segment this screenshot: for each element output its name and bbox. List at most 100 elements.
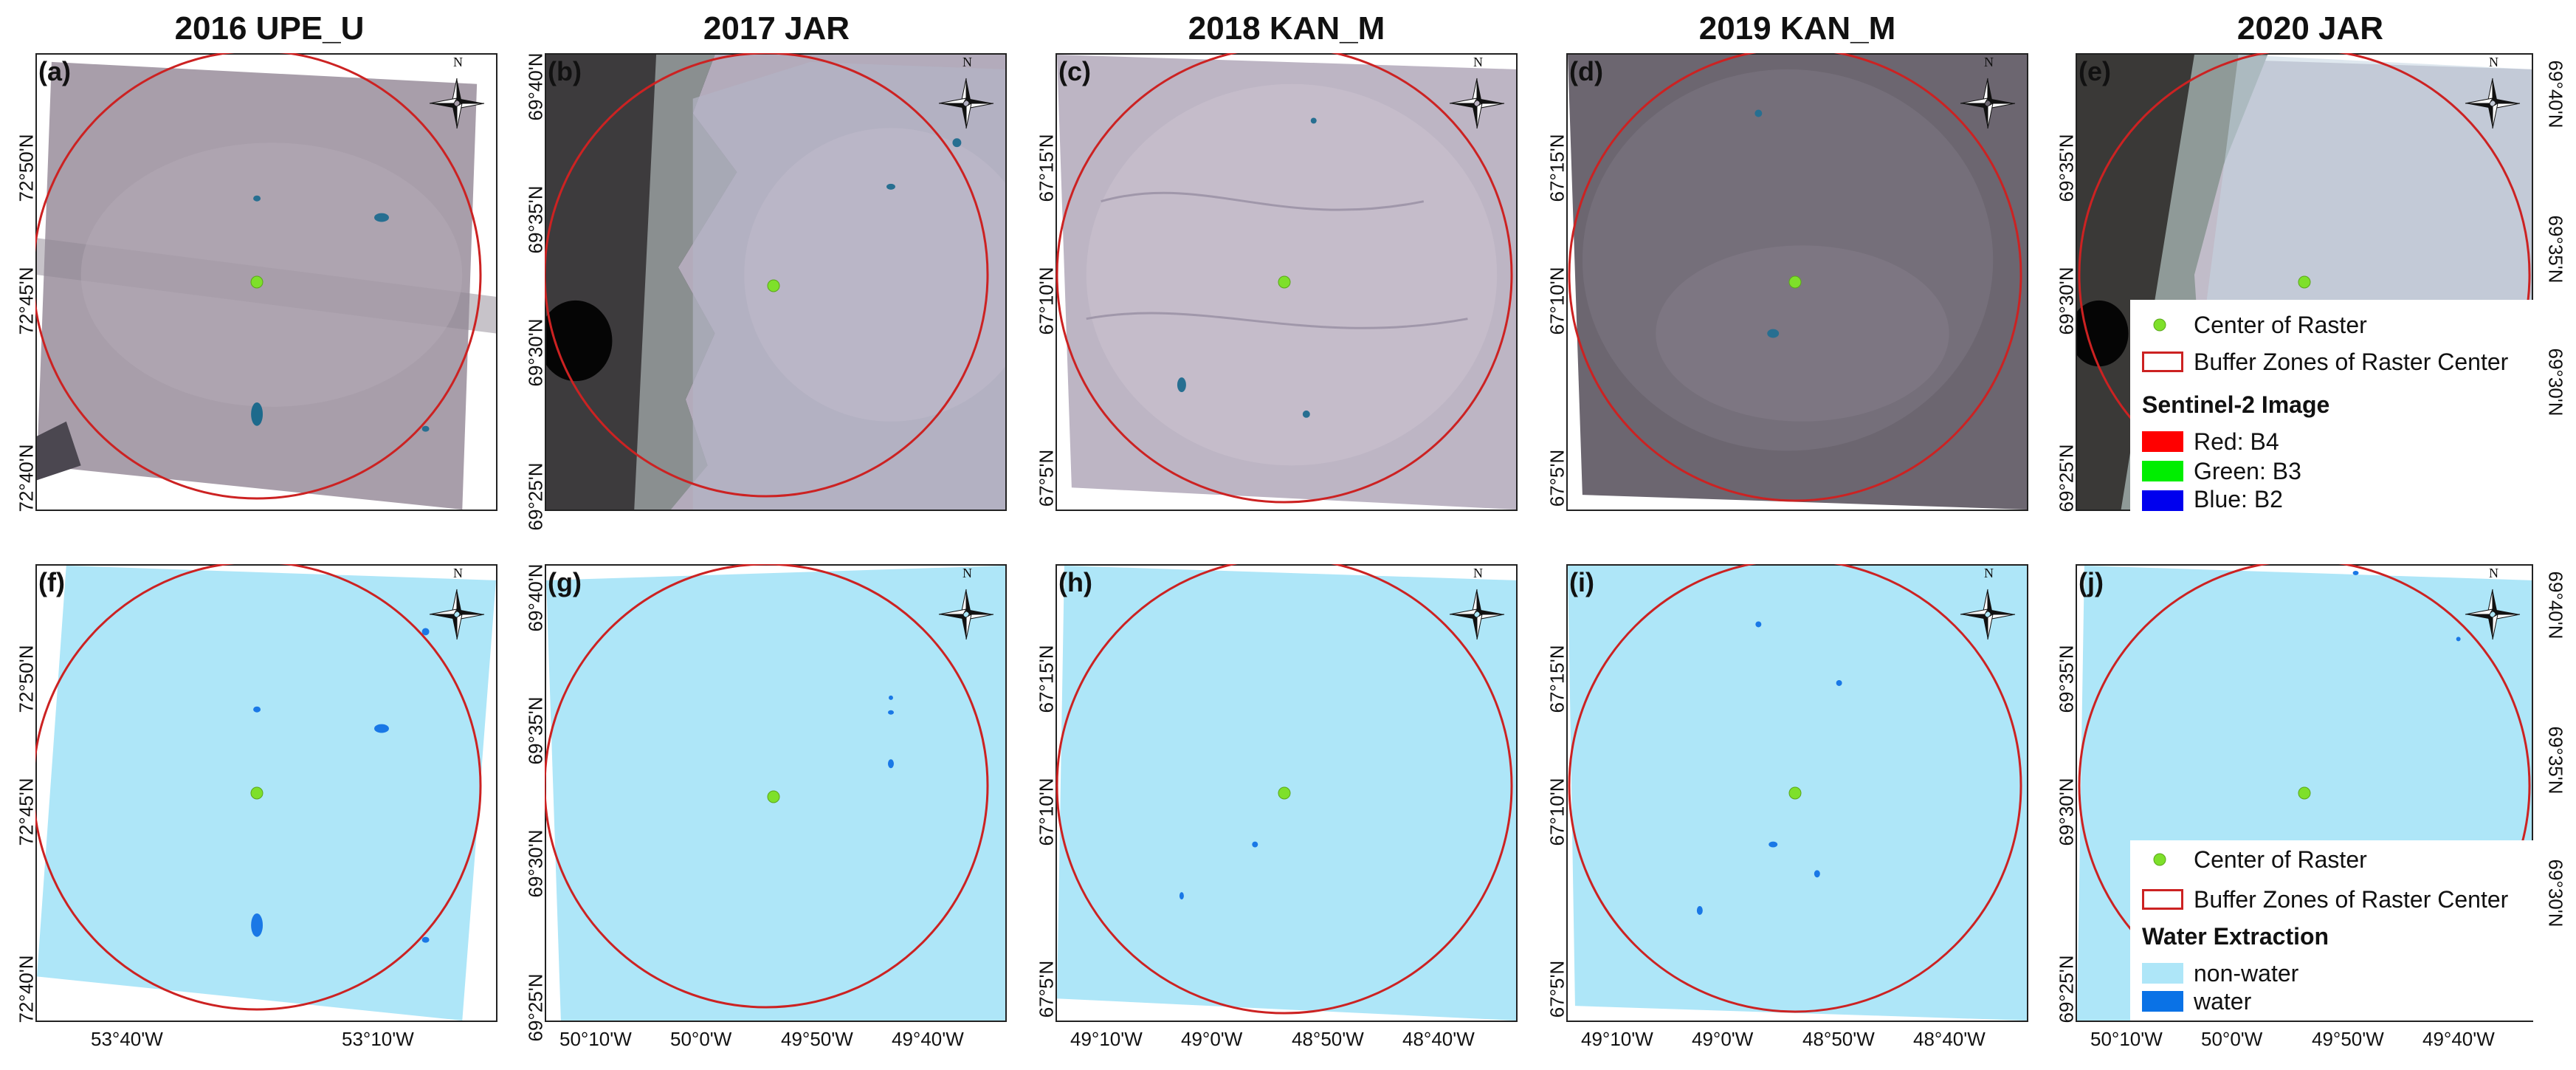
- north-label: N: [1984, 566, 1994, 580]
- north-arrow-icon: [429, 589, 485, 640]
- panel-label: (j): [2079, 567, 2104, 597]
- longitude-label: 53°10'W: [342, 1028, 414, 1050]
- north-label: N: [962, 55, 972, 69]
- panel-label: (g): [548, 567, 582, 597]
- column-title-2017: 2017 JAR: [703, 10, 850, 47]
- north-arrow-icon: [1960, 589, 2016, 640]
- column-title-2016: 2016 UPE_U: [174, 10, 365, 47]
- longitude-label: 49°0'W: [1692, 1028, 1754, 1050]
- legend-item-label: water: [2194, 988, 2252, 1015]
- latitude-label: 69°40'N: [524, 563, 547, 632]
- latitude-label: 69°35'N: [524, 185, 547, 254]
- longitude-label: 48°50'W: [1802, 1028, 1875, 1050]
- legend-item-label: non-water: [2194, 960, 2299, 987]
- buffer-zone: [1055, 564, 1513, 1015]
- latitude-label: 72°50'N: [15, 645, 38, 713]
- buffer-zone: [35, 564, 482, 1011]
- legend-buffer-label: Buffer Zones of Raster Center: [2194, 349, 2509, 375]
- latitude-label: 69°35'N: [2055, 134, 2078, 202]
- buffer-circle: [1568, 53, 2022, 502]
- buffer-circle: [545, 53, 989, 498]
- legend-center-label: Center of Raster: [2194, 846, 2367, 873]
- buffer-circle: [1568, 564, 2022, 1013]
- column-title-2018: 2018 KAN_M: [1188, 10, 1385, 47]
- panel-label: (c): [1058, 56, 1091, 86]
- buffer-circle: [1055, 564, 1513, 1015]
- latitude-label: 69°30'N: [524, 318, 547, 387]
- buffer-swatch: [2142, 351, 2183, 372]
- longitude-label: 53°40'W: [91, 1028, 163, 1050]
- legend-rgb: Center of Raster Buffer Zones of Raster …: [2130, 300, 2533, 512]
- latitude-label-right: 69°40'N: [2544, 60, 2567, 128]
- north-arrow-icon: [429, 78, 485, 129]
- legend-section-title: Water Extraction: [2142, 923, 2329, 950]
- red-swatch: [2142, 431, 2183, 452]
- latitude-label: 69°30'N: [2055, 778, 2078, 846]
- latitude-label-right: 69°30'N: [2544, 859, 2567, 927]
- latitude-label-right: 69°35'N: [2544, 726, 2567, 795]
- latitude-label: 72°40'N: [15, 444, 38, 512]
- longitude-label: 49°40'W: [892, 1028, 964, 1050]
- north-arrow-icon: [2465, 78, 2521, 129]
- raster-center-point: [767, 790, 780, 803]
- latitude-label: 69°25'N: [2055, 955, 2078, 1023]
- north-arrow-icon: [1449, 589, 1505, 640]
- longitude-label: 48°40'W: [1913, 1028, 1986, 1050]
- raster-center-point: [250, 275, 264, 289]
- legend-item-label: Red: B4: [2194, 428, 2279, 455]
- latitude-label: 72°50'N: [15, 134, 38, 202]
- longitude-label: 49°10'W: [1070, 1028, 1143, 1050]
- latitude-label: 72°45'N: [15, 778, 38, 846]
- buffer-circle: [545, 564, 989, 1009]
- north-label: N: [2489, 55, 2498, 69]
- latitude-label: 67°10'N: [1035, 267, 1058, 335]
- latitude-label: 67°10'N: [1546, 778, 1568, 846]
- north-label: N: [1984, 55, 1994, 69]
- longitude-label: 48°40'W: [1402, 1028, 1475, 1050]
- legend-center-label: Center of Raster: [2194, 312, 2367, 338]
- north-arrow-icon: [1960, 78, 2016, 129]
- north-label: N: [453, 55, 463, 69]
- longitude-label: 49°10'W: [1581, 1028, 1653, 1050]
- center-point-icon: [2153, 853, 2166, 866]
- raster-center-point: [2298, 275, 2311, 289]
- panel-f: [35, 564, 497, 1022]
- legend-section-title: Sentinel-2 Image: [2142, 391, 2330, 418]
- longitude-label: 50°10'W: [559, 1028, 632, 1050]
- raster-center-point: [2298, 786, 2311, 800]
- longitude-label: 49°50'W: [2312, 1028, 2384, 1050]
- latitude-label: 72°45'N: [15, 267, 38, 335]
- legend-item-label: Blue: B2: [2194, 486, 2283, 512]
- buffer-zone: [1568, 564, 2022, 1013]
- buffer-zone: [545, 53, 989, 498]
- longitude-label: 48°50'W: [1292, 1028, 1364, 1050]
- buffer-circle: [35, 53, 482, 500]
- water-mask: [1568, 566, 2027, 1021]
- latitude-label: 69°35'N: [524, 696, 547, 765]
- buffer-swatch: [2142, 889, 2183, 910]
- longitude-label: 50°10'W: [2090, 1028, 2163, 1050]
- latitude-label: 69°25'N: [524, 462, 547, 531]
- latitude-label: 69°30'N: [524, 829, 547, 898]
- north-label: N: [2489, 566, 2498, 580]
- water-swatch: [2142, 991, 2183, 1012]
- buffer-zone: [1568, 53, 2022, 502]
- longitude-label: 49°40'W: [2422, 1028, 2495, 1050]
- panel-label: (b): [548, 56, 582, 86]
- latitude-label: 67°15'N: [1546, 645, 1568, 713]
- north-label: N: [1473, 55, 1483, 69]
- raster-center-point: [767, 279, 780, 292]
- latitude-label: 72°40'N: [15, 955, 38, 1023]
- raster-center-point: [250, 786, 264, 800]
- panel-label: (i): [1569, 567, 1594, 597]
- latitude-label: 67°5'N: [1035, 960, 1058, 1018]
- raster-center-point: [1278, 275, 1291, 289]
- legend-buffer-label: Buffer Zones of Raster Center: [2194, 886, 2509, 913]
- latitude-label: 69°30'N: [2055, 267, 2078, 335]
- latitude-label-right: 69°40'N: [2544, 571, 2567, 639]
- legend-water: Center of Raster Buffer Zones of Raster …: [2130, 840, 2533, 1021]
- panel-label: (e): [2079, 56, 2111, 86]
- buffer-circle: [35, 564, 482, 1011]
- latitude-label: 67°15'N: [1546, 134, 1568, 202]
- longitude-label: 49°0'W: [1181, 1028, 1243, 1050]
